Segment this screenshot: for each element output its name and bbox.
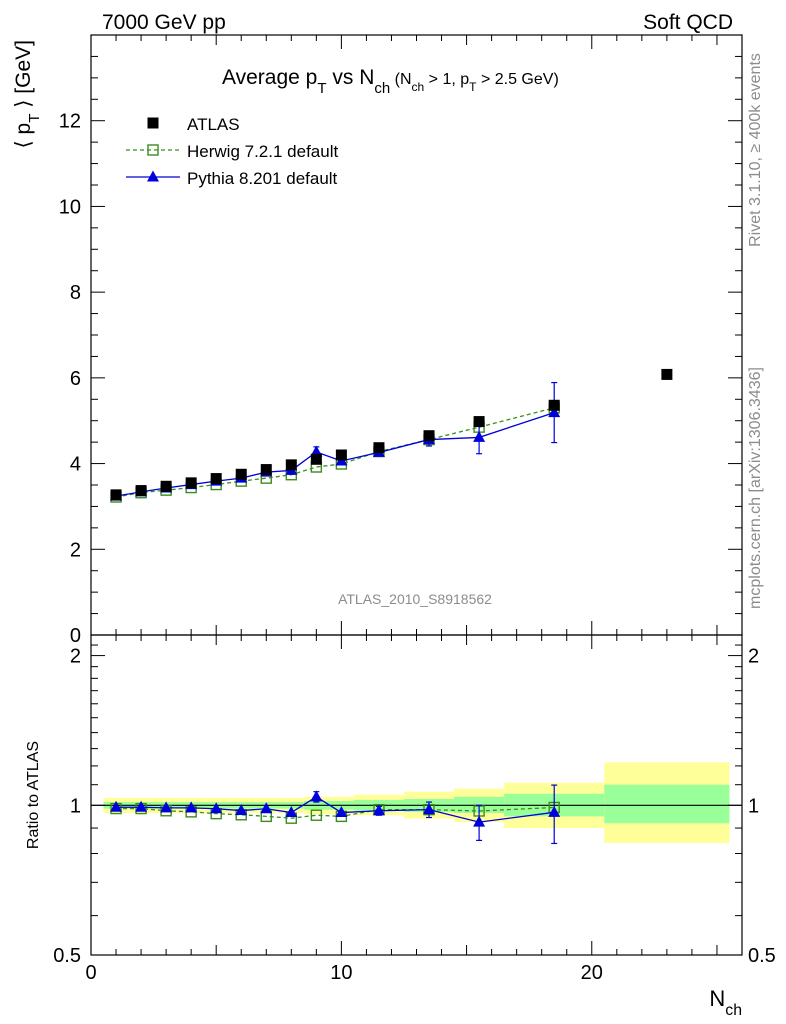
atlas-point — [423, 430, 435, 442]
atlas-point — [310, 453, 322, 465]
y-tick-label: 6 — [70, 368, 81, 390]
atlas-point — [160, 480, 172, 492]
legend-marker — [147, 144, 159, 156]
rivet-label: Rivet 3.1.10, ≥ 400k events — [747, 53, 764, 247]
pythia-ratio-point — [135, 800, 148, 812]
pythia-ratio-point — [160, 801, 173, 813]
y-tick-label: 12 — [59, 111, 81, 133]
mcplots-label: mcplots.cern.ch [arXiv:1306.3436] — [747, 367, 764, 609]
ratio-y-axis-label: Ratio to ATLAS — [25, 741, 42, 849]
uncertainty-band-inner — [604, 784, 730, 824]
pythia-point — [473, 430, 486, 442]
ratio-y-tick-label: 2 — [70, 646, 81, 668]
pythia-ratio-point — [372, 804, 385, 816]
ratio-y-tick-label: 2 — [748, 646, 759, 668]
herwig-line — [115, 407, 555, 498]
atlas-point — [135, 485, 147, 497]
pythia-ratio-point — [110, 800, 123, 812]
legend-marker — [147, 170, 159, 182]
pythia-point — [310, 445, 323, 457]
ratio-y-tick-label: 1 — [70, 795, 81, 817]
pythia-ratio-point — [235, 804, 248, 816]
pythia-ratio-point — [185, 801, 198, 813]
atlas-point — [235, 468, 247, 480]
legend: ATLAS Herwig 7.2.1 default Pythia 8.201 de… — [126, 115, 338, 188]
legend-label-atlas: ATLAS — [187, 115, 240, 134]
y-axis-label: ⟨ pT ⟩ [GeV] — [12, 40, 43, 149]
x-tick-label: 0 — [85, 962, 96, 984]
pythia-ratio-point — [335, 806, 348, 818]
atlas-point — [210, 473, 222, 485]
atlas-point — [335, 449, 347, 461]
x-axis-label: Nch — [709, 986, 742, 1019]
y-tick-label: 4 — [70, 454, 81, 476]
herwig-ratio-line — [116, 806, 555, 819]
pythia-ratio-line — [116, 796, 555, 823]
legend-marker — [147, 117, 159, 129]
pythia-ratio-point — [260, 802, 273, 814]
analysis-label: ATLAS_2010_S8918562 — [338, 591, 492, 607]
pythia-ratio-point — [285, 806, 298, 818]
process-label: Soft QCD — [643, 11, 733, 34]
ratio-y-tick-label: 0.5 — [53, 945, 81, 967]
pythia-ratio-point — [548, 805, 561, 817]
legend-label-herwig: Herwig 7.2.1 default — [187, 142, 338, 161]
ratio-panel: 0 10 20 0.5 0.5 1 1 2 2 Ratio to ATLAS Nch — [25, 634, 776, 1019]
x-tick-label: 20 — [581, 962, 603, 984]
y-tick-label: 10 — [59, 196, 81, 218]
atlas-point — [185, 477, 197, 489]
pythia-point — [548, 406, 561, 418]
pythia-ratio-point — [473, 815, 486, 827]
ratio-y-tick-label: 1 — [748, 795, 759, 817]
main-panel: 0 2 4 6 8 10 12 ⟨ pT ⟩ [GeV] Average pT vs Nch (… — [12, 34, 743, 647]
y-tick-label: 0 — [70, 625, 81, 647]
x-tick-label: 10 — [330, 962, 352, 984]
legend-label-pythia: Pythia 8.201 default — [187, 169, 338, 188]
pythia-ratio-point — [423, 803, 436, 815]
ratio-y-tick-label: 0.5 — [748, 945, 776, 967]
chart-title: Average pT vs Nch (Nch > 1, pT > 2.5 GeV… — [222, 66, 559, 97]
pythia-ratio-point — [310, 790, 323, 802]
y-tick-label: 8 — [70, 282, 81, 304]
atlas-point — [285, 459, 297, 471]
atlas-point — [473, 416, 485, 428]
y-tick-label: 2 — [70, 539, 81, 561]
herwig-ratio-point — [310, 809, 323, 821]
pythia-ratio-point — [210, 802, 223, 814]
atlas-point — [661, 368, 673, 380]
atlas-point — [373, 442, 385, 454]
beam-label: 7000 GeV pp — [102, 11, 226, 34]
atlas-point — [548, 399, 560, 411]
atlas-point — [110, 489, 122, 501]
atlas-point — [260, 464, 272, 476]
